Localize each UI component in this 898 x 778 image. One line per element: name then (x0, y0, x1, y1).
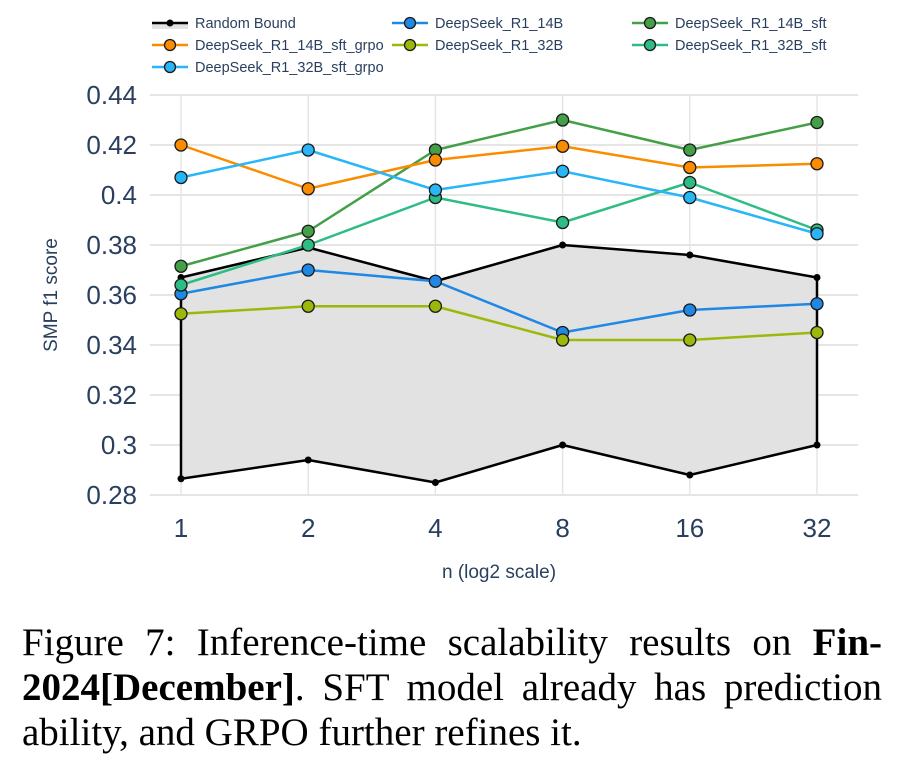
legend-label-deepseek-r1-14b-sft: DeepSeek_R1_14B_sft (675, 16, 827, 32)
series-lines (174, 113, 824, 347)
legend-swatch-marker (643, 16, 657, 30)
random-bound-lower-point (431, 479, 439, 486)
data-point-deepseek-r1-32b (301, 299, 315, 313)
data-point-deepseek-r1-14b-sft-grpo (555, 139, 570, 153)
legend-swatch-marker (166, 19, 174, 27)
legend-label-deepseek-r1-32b-sft-grpo: DeepSeek_R1_32B_sft_grpo (195, 60, 384, 76)
x-axis-title: n (log2 scale) (442, 562, 556, 583)
data-point-deepseek-r1-14b-sft-grpo (683, 160, 697, 175)
y-tick-label: 0.36 (86, 280, 137, 310)
series-line-deepseek-r1-14b-sft-grpo (180, 143, 818, 190)
data-point-deepseek-r1-32b-sft (555, 215, 570, 230)
y-axis-ticks: 0.28 0.3 0.32 0.34 0.36 0.38 0.4 0.42 0.44 (86, 80, 137, 510)
data-point-deepseek-r1-14b (683, 303, 697, 317)
y-tick-label: 0.28 (86, 480, 137, 510)
legend-label-deepseek-r1-32b-sft: DeepSeek_R1_32B_sft (675, 38, 827, 54)
data-point-deepseek-r1-32b (428, 299, 443, 313)
x-axis-ticks: 1 2 4 8 16 32 (174, 513, 832, 543)
data-point-deepseek-r1-32b-sft-grpo (301, 143, 315, 157)
data-point-deepseek-r1-14b-sft-grpo (810, 157, 824, 171)
x-tick-label: 4 (428, 513, 442, 543)
series-line-deepseek-r1-14b (180, 268, 818, 334)
y-tick-label: 0.34 (86, 330, 137, 360)
x-tick-label: 32 (803, 513, 832, 543)
data-point-deepseek-r1-14b (428, 274, 443, 288)
data-point-deepseek-r1-32b-sft-grpo (428, 183, 443, 197)
random-bound-lower-point (304, 456, 312, 464)
data-point-deepseek-r1-32b-sft-grpo (174, 170, 188, 185)
random-bound-area (179, 243, 819, 484)
random-bound-lower-point (177, 475, 185, 483)
data-point-deepseek-r1-32b-sft-grpo (683, 190, 697, 205)
x-tick-label: 16 (675, 513, 704, 543)
data-point-deepseek-r1-14b (301, 263, 315, 277)
data-point-deepseek-r1-32b (810, 325, 824, 340)
figure-caption: Figure 7: Inference-time scalability res… (22, 620, 882, 755)
series-line-deepseek-r1-32b (180, 305, 818, 342)
x-tick-label: 8 (555, 513, 569, 543)
x-tick-label: 2 (301, 513, 315, 543)
data-point-deepseek-r1-14b-sft (174, 259, 188, 273)
y-tick-label: 0.32 (86, 380, 137, 410)
data-point-deepseek-r1-32b (683, 333, 697, 347)
legend: Random Bound DeepSeek_R1_14B DeepSeek_R1_1… (152, 16, 827, 76)
data-point-deepseek-r1-32b-sft (301, 238, 315, 252)
data-point-deepseek-r1-32b-sft-grpo (810, 227, 824, 241)
data-point-deepseek-r1-14b-sft-grpo (174, 138, 188, 152)
legend-label-deepseek-r1-14b-sft-grpo: DeepSeek_R1_14B_sft_grpo (195, 38, 384, 54)
x-tick-label: 1 (174, 513, 188, 543)
caption-suffix: . SFT model already has prediction abili… (22, 666, 882, 754)
data-point-deepseek-r1-32b-sft (174, 278, 188, 292)
data-point-deepseek-r1-32b (555, 333, 570, 347)
data-point-deepseek-r1-14b-sft (683, 143, 697, 157)
data-point-deepseek-r1-32b-sft-grpo (555, 164, 570, 178)
series-line-deepseek-r1-32b-sft-grpo (180, 148, 818, 235)
caption-dataset: Fin-2024[December] (22, 621, 882, 709)
data-point-deepseek-r1-32b (174, 307, 188, 321)
random-bound-upper-point (813, 274, 821, 281)
y-axis-title: SMP f1 score (41, 238, 62, 352)
caption-prefix: Figure 7: Inference-time scalability res… (22, 621, 813, 664)
y-tick-label: 0.4 (101, 180, 137, 210)
random-bound-band (177, 241, 821, 486)
legend-swatch-marker (643, 38, 657, 52)
data-point-deepseek-r1-14b (810, 297, 824, 311)
random-bound-upper-point (686, 251, 694, 259)
legend-swatch-marker (403, 16, 417, 30)
y-tick-label: 0.38 (86, 230, 137, 260)
data-point-deepseek-r1-14b-sft (810, 115, 824, 130)
legend-label-deepseek-r1-14b: DeepSeek_R1_14B (435, 16, 563, 32)
legend-swatch-marker (403, 38, 417, 52)
random-bound-upper-point (559, 241, 567, 249)
random-bound-lower-point (559, 441, 567, 449)
data-point-deepseek-r1-14b-sft (301, 224, 315, 238)
data-point-deepseek-r1-14b-sft (555, 113, 570, 127)
y-tick-label: 0.44 (86, 80, 137, 110)
legend-label-deepseek-r1-32b: DeepSeek_R1_32B (435, 38, 563, 54)
random-bound-lower-point (686, 471, 694, 479)
data-point-deepseek-r1-14b-sft-grpo (428, 153, 443, 167)
legend-swatch-marker (163, 38, 177, 52)
random-bound-lower-point (813, 441, 821, 449)
legend-label-random bound: Random Bound (195, 16, 296, 32)
legend-swatch-marker (163, 60, 177, 74)
series-line-deepseek-r1-32b-sft (180, 181, 818, 287)
series-line-deepseek-r1-14b-sft (180, 118, 818, 268)
y-tick-label: 0.3 (101, 430, 137, 460)
data-point-deepseek-r1-32b-sft (683, 175, 697, 190)
data-point-deepseek-r1-14b-sft-grpo (301, 182, 315, 196)
y-tick-label: 0.42 (86, 130, 137, 160)
